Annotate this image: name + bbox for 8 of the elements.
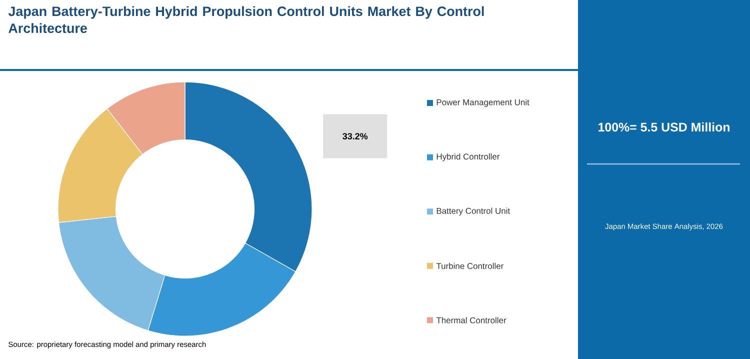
legend-label: Power Management Unit: [436, 99, 530, 107]
data-label: 33.2%: [342, 133, 368, 140]
legend-label: Hybrid Controller: [436, 153, 500, 162]
text: 100%= 5.5 USD Million: [598, 122, 730, 132]
chart-title: Japan Battery-Turbine Hybrid Propulsion Control Units Market By Control Architecture: [8, 6, 484, 34]
legend-label: Battery Control Unit: [436, 208, 510, 216]
legend-label: Turbine Controller: [436, 262, 504, 270]
legend-label: Thermal Controller: [436, 317, 506, 324]
